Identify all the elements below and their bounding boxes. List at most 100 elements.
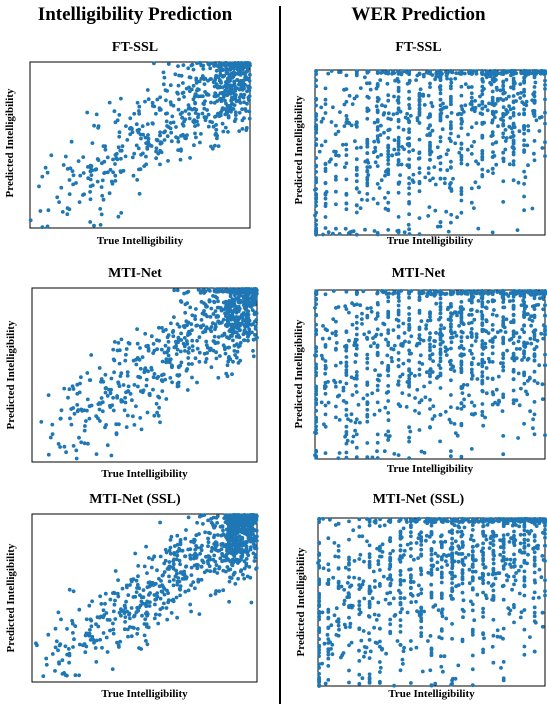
data-point: [406, 136, 410, 141]
data-point: [450, 335, 455, 340]
data-point: [94, 660, 99, 664]
data-point: [314, 297, 318, 302]
data-point: [354, 165, 359, 170]
data-point: [195, 346, 200, 351]
data-point: [424, 323, 429, 328]
data-point: [396, 379, 401, 384]
data-point: [363, 75, 367, 80]
data-point: [175, 533, 180, 538]
data-point: [199, 564, 204, 569]
data-point: [459, 146, 464, 151]
data-point: [405, 81, 410, 86]
data-point: [480, 70, 485, 75]
data-point: [485, 108, 490, 113]
data-point: [132, 151, 137, 156]
data-point: [386, 152, 391, 157]
data-point: [537, 291, 541, 296]
data-point: [511, 398, 516, 403]
data-point: [413, 408, 417, 413]
data-point: [111, 631, 116, 636]
data-point: [179, 331, 184, 336]
data-point: [543, 332, 547, 336]
data-point: [249, 545, 253, 549]
data-point: [343, 226, 348, 231]
data-point: [126, 634, 130, 639]
data-point: [65, 673, 69, 678]
data-point: [365, 158, 370, 163]
data-point: [491, 617, 496, 622]
data-point: [438, 301, 443, 306]
data-point: [417, 411, 421, 416]
data-point: [377, 408, 382, 413]
data-point: [161, 70, 166, 75]
data-point: [458, 305, 463, 310]
data-point: [205, 559, 210, 564]
data-point: [225, 565, 230, 569]
data-point: [490, 312, 495, 317]
data-point: [354, 146, 359, 150]
data-point: [243, 72, 247, 76]
data-point: [344, 400, 349, 405]
data-point: [108, 628, 112, 633]
data-point: [354, 326, 359, 331]
data-point: [507, 299, 512, 303]
data-point: [219, 99, 224, 104]
data-point: [469, 447, 474, 451]
data-point: [446, 148, 450, 152]
data-point: [46, 393, 51, 397]
data-point: [449, 340, 454, 345]
data-point: [28, 218, 33, 223]
data-point: [437, 332, 442, 336]
data-point: [503, 90, 507, 95]
data-point: [193, 314, 197, 318]
data-point: [157, 325, 161, 330]
data-point: [427, 205, 432, 210]
data-point: [101, 615, 106, 620]
data-point: [344, 307, 349, 311]
data-point: [322, 386, 327, 391]
data-point: [438, 76, 443, 81]
data-point: [368, 344, 373, 349]
data-point: [226, 311, 230, 315]
data-point: [162, 592, 167, 597]
data-point: [199, 132, 203, 136]
data-point: [459, 142, 464, 146]
data-point: [212, 101, 217, 105]
data-point: [245, 77, 250, 82]
data-point: [224, 66, 229, 71]
data-point: [445, 76, 449, 81]
data-point: [473, 99, 477, 103]
data-point: [501, 200, 506, 204]
data-point: [201, 67, 206, 71]
data-point: [481, 423, 486, 428]
data-point: [459, 339, 464, 344]
data-point: [365, 352, 370, 357]
data-point: [323, 201, 328, 206]
data-point: [444, 353, 449, 357]
data-point: [460, 107, 465, 112]
data-point: [469, 125, 474, 130]
data-point: [230, 300, 235, 305]
data-point: [113, 569, 118, 573]
data-point: [137, 109, 141, 113]
data-point: [344, 450, 349, 455]
data-point: [347, 93, 352, 98]
data-point: [181, 90, 186, 95]
data-point: [202, 513, 207, 517]
data-point: [532, 610, 537, 615]
data-point: [472, 139, 476, 144]
data-point: [449, 358, 453, 363]
scatter-points: [316, 516, 547, 688]
data-point: [105, 443, 110, 448]
data-point: [117, 348, 122, 353]
data-point: [439, 323, 443, 328]
data-point: [522, 373, 526, 378]
data-point: [344, 191, 349, 196]
data-point: [431, 176, 435, 181]
data-point: [200, 111, 205, 116]
data-point: [493, 576, 498, 581]
data-point: [184, 319, 189, 324]
scatter-plot: [313, 289, 547, 461]
data-point: [97, 366, 102, 370]
data-point: [449, 289, 453, 294]
